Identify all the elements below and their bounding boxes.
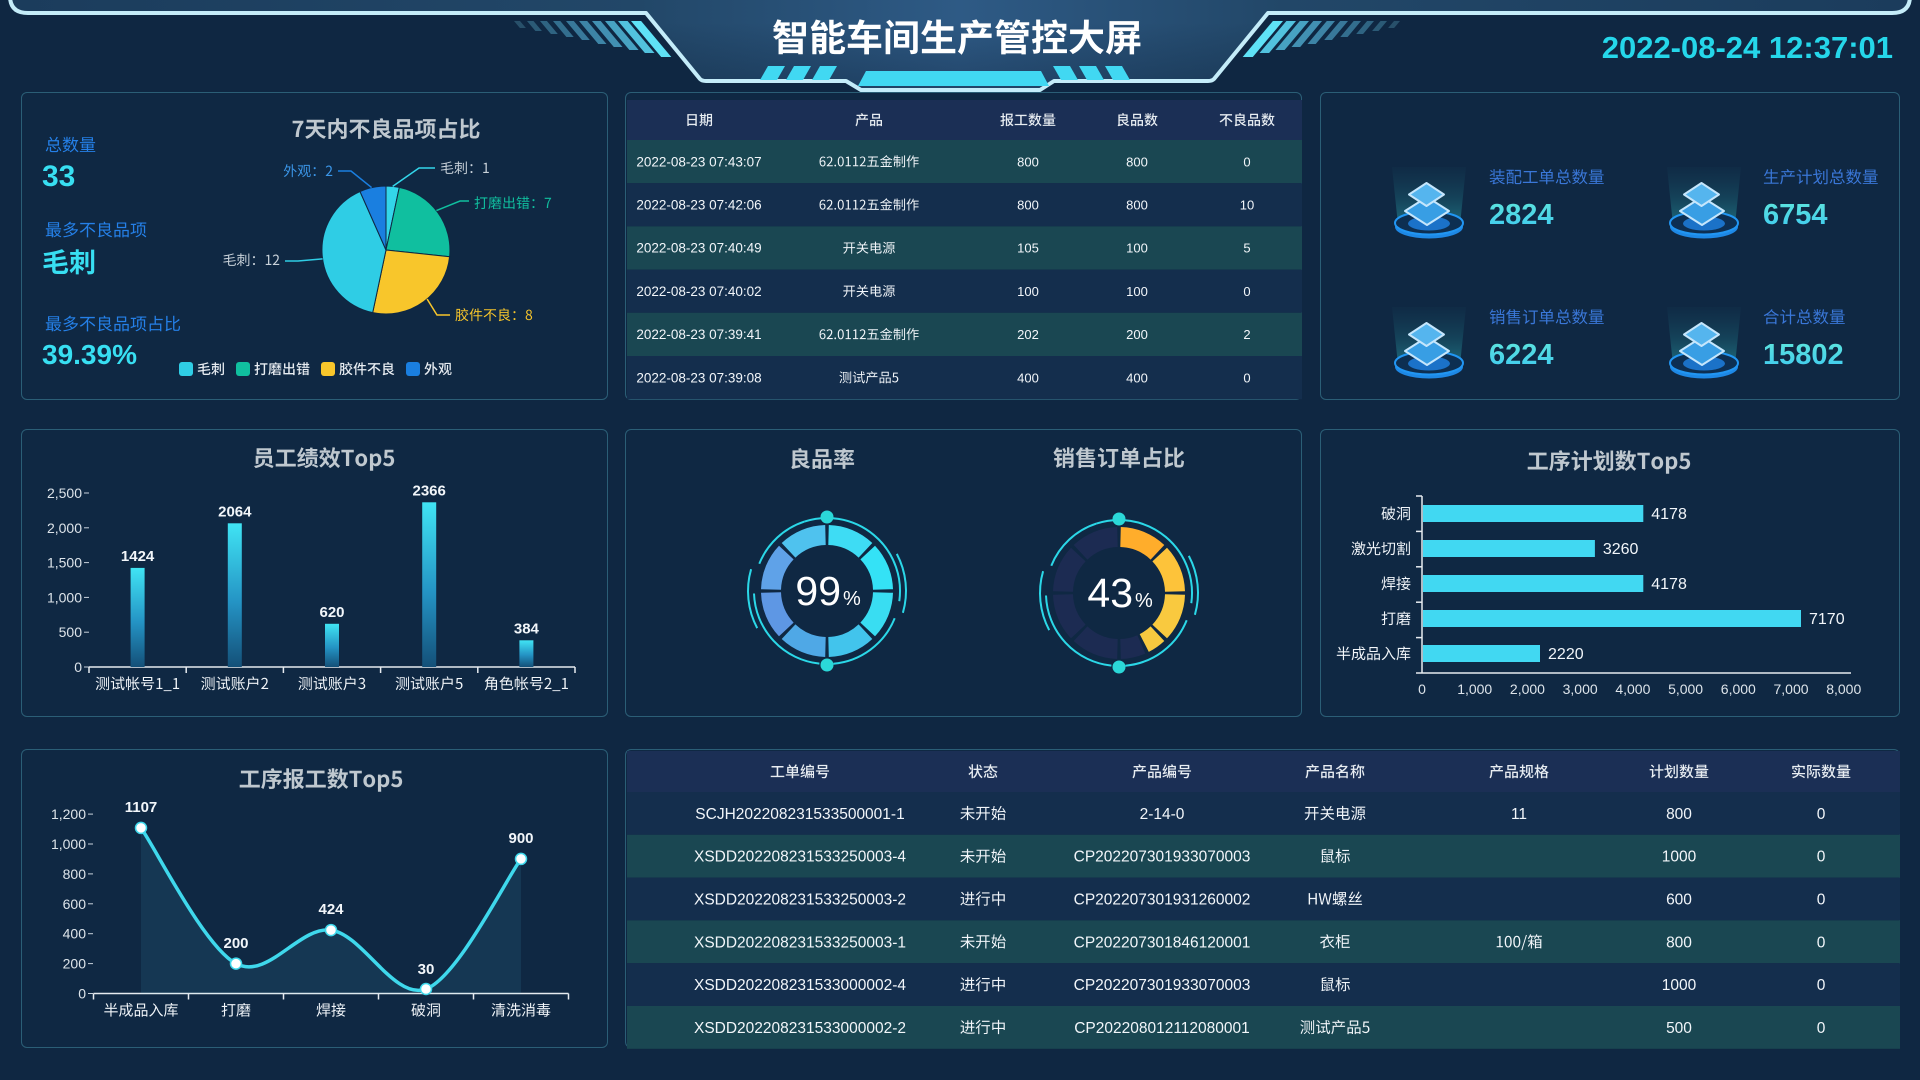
svg-text:0: 0 (74, 659, 82, 675)
svg-text:0: 0 (1243, 284, 1250, 299)
svg-text:600: 600 (1666, 892, 1692, 909)
svg-text:2022-08-23 07:40:49: 2022-08-23 07:40:49 (636, 241, 761, 256)
svg-text:XSDD202208231533000002-2: XSDD202208231533000002-2 (694, 1020, 906, 1037)
svg-text:800: 800 (1017, 198, 1039, 213)
svg-text:105: 105 (1017, 241, 1039, 256)
svg-text:43: 43 (1087, 570, 1133, 616)
svg-text:2,500: 2,500 (47, 485, 82, 501)
svg-text:200: 200 (1126, 327, 1148, 342)
svg-text:1000: 1000 (1662, 977, 1697, 994)
svg-text:2366: 2366 (413, 482, 446, 499)
svg-text:0: 0 (1243, 370, 1250, 385)
svg-text:XSDD202208231533250003-2: XSDD202208231533250003-2 (694, 892, 906, 909)
svg-text:4,000: 4,000 (1615, 681, 1650, 697)
svg-text:2-14-0: 2-14-0 (1140, 806, 1185, 823)
svg-text:2022-08-23 07:42:06: 2022-08-23 07:42:06 (636, 198, 761, 213)
svg-text:%: % (1135, 590, 1153, 612)
svg-text:1,500: 1,500 (47, 555, 82, 571)
svg-text:SCJH202208231533500001-1: SCJH202208231533500001-1 (695, 806, 904, 823)
svg-text:0: 0 (1817, 806, 1826, 823)
svg-text:7170: 7170 (1809, 611, 1845, 628)
svg-text:0: 0 (1243, 154, 1250, 169)
svg-text:800: 800 (1126, 154, 1148, 169)
svg-text:6,000: 6,000 (1721, 681, 1756, 697)
svg-text:100: 100 (1017, 284, 1039, 299)
svg-text:CP202207301933070003: CP202207301933070003 (1074, 977, 1251, 994)
svg-text:200: 200 (63, 956, 87, 972)
svg-text:400: 400 (1126, 370, 1148, 385)
svg-text:39.39%: 39.39% (42, 339, 137, 370)
svg-text:0: 0 (1817, 1020, 1826, 1037)
svg-text:4178: 4178 (1651, 506, 1687, 523)
svg-text:XSDD202208231533250003-1: XSDD202208231533250003-1 (694, 934, 906, 951)
svg-text:900: 900 (508, 830, 533, 847)
svg-text:800: 800 (1126, 198, 1148, 213)
svg-text:10: 10 (1240, 198, 1254, 213)
svg-text:400: 400 (1017, 370, 1039, 385)
svg-text:XSDD202208231533250003-4: XSDD202208231533250003-4 (694, 849, 906, 866)
svg-text:800: 800 (1666, 806, 1692, 823)
svg-text:384: 384 (514, 620, 540, 637)
svg-text:11: 11 (1511, 806, 1527, 823)
svg-text:2,000: 2,000 (47, 520, 82, 536)
svg-text:2824: 2824 (1489, 199, 1554, 231)
svg-text:0: 0 (1817, 892, 1826, 909)
svg-text:6754: 6754 (1763, 199, 1828, 231)
svg-text:1424: 1424 (121, 548, 155, 565)
svg-text:800: 800 (1666, 934, 1692, 951)
svg-text:6224: 6224 (1489, 339, 1554, 371)
svg-text:5: 5 (1243, 241, 1250, 256)
svg-text:2022-08-23 07:40:02: 2022-08-23 07:40:02 (636, 284, 761, 299)
svg-text:2022-08-23 07:43:07: 2022-08-23 07:43:07 (636, 154, 761, 169)
svg-text:100: 100 (1126, 241, 1148, 256)
svg-text:4178: 4178 (1651, 576, 1687, 593)
svg-text:33: 33 (42, 160, 75, 193)
svg-text:620: 620 (319, 604, 344, 621)
svg-text:202: 202 (1017, 327, 1039, 342)
svg-text:2064: 2064 (218, 503, 252, 520)
svg-text:CP202208012112080001: CP202208012112080001 (1074, 1020, 1250, 1037)
svg-text:8,000: 8,000 (1826, 681, 1861, 697)
svg-text:2022-08-23 07:39:08: 2022-08-23 07:39:08 (636, 370, 761, 385)
svg-text:500: 500 (59, 624, 83, 640)
svg-text:0: 0 (1817, 934, 1826, 951)
svg-text:500: 500 (1666, 1020, 1692, 1037)
svg-text:1107: 1107 (125, 799, 158, 816)
svg-text:200: 200 (223, 935, 248, 952)
svg-text:CP202207301931260002: CP202207301931260002 (1074, 892, 1251, 909)
svg-text:0: 0 (78, 986, 86, 1002)
svg-text:1,200: 1,200 (51, 806, 86, 822)
svg-text:%: % (843, 588, 861, 610)
svg-text:0: 0 (1817, 849, 1826, 866)
svg-text:5,000: 5,000 (1668, 681, 1703, 697)
svg-text:30: 30 (418, 961, 435, 978)
svg-text:XSDD202208231533000002-4: XSDD202208231533000002-4 (694, 977, 906, 994)
svg-text:400: 400 (63, 926, 87, 942)
svg-text:CP202207301846120001: CP202207301846120001 (1074, 934, 1251, 951)
svg-text:2022-08-23 07:39:41: 2022-08-23 07:39:41 (636, 327, 761, 342)
svg-text:99: 99 (795, 568, 841, 614)
svg-text:424: 424 (318, 901, 344, 918)
svg-text:800: 800 (1017, 154, 1039, 169)
svg-text:15802: 15802 (1763, 339, 1844, 371)
svg-text:600: 600 (63, 896, 87, 912)
svg-text:1,000: 1,000 (47, 589, 82, 605)
svg-text:3260: 3260 (1603, 541, 1639, 558)
svg-text:0: 0 (1418, 681, 1426, 697)
svg-text:2: 2 (1243, 327, 1250, 342)
svg-text:7,000: 7,000 (1774, 681, 1809, 697)
svg-text:1,000: 1,000 (1457, 681, 1492, 697)
svg-text:CP202207301933070003: CP202207301933070003 (1074, 849, 1251, 866)
svg-text:1000: 1000 (1662, 849, 1697, 866)
svg-text:3,000: 3,000 (1563, 681, 1598, 697)
svg-text:1,000: 1,000 (51, 836, 86, 852)
svg-text:2220: 2220 (1548, 646, 1584, 663)
svg-text:2,000: 2,000 (1510, 681, 1545, 697)
svg-text:100: 100 (1126, 284, 1148, 299)
svg-text:800: 800 (63, 866, 87, 882)
svg-text:0: 0 (1817, 977, 1826, 994)
